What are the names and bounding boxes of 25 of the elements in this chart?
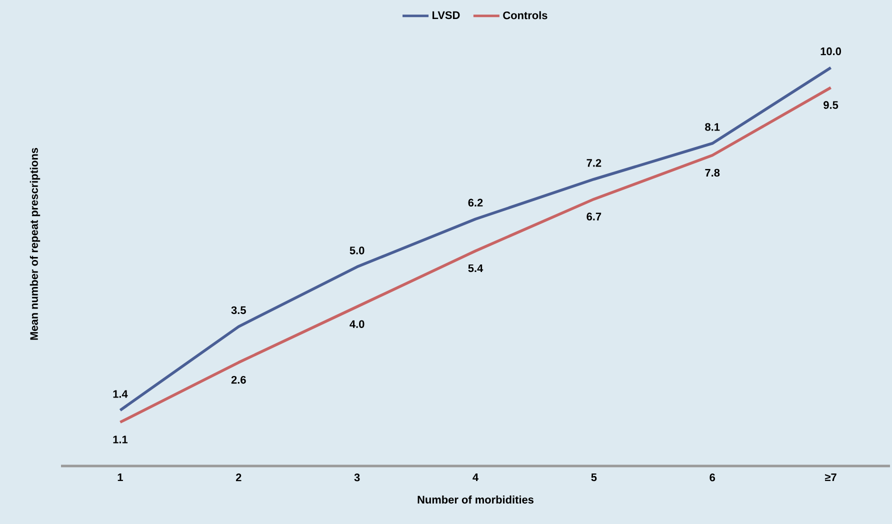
data-label: 9.5 — [824, 101, 838, 109]
data-label: 4.0 — [350, 320, 364, 328]
legend-label: Controls — [503, 11, 548, 20]
x-tick-label: ≥7 — [825, 474, 836, 482]
data-label: 1.4 — [113, 390, 128, 398]
data-label: 5.0 — [350, 246, 364, 254]
y-axis-title: Mean number of repeat prescriptions — [30, 148, 40, 340]
data-label: 1.1 — [113, 436, 128, 444]
data-label: 2.6 — [231, 376, 246, 384]
x-tick-label: 2 — [236, 474, 242, 482]
data-label: 7.8 — [705, 168, 720, 177]
data-label: 6.7 — [586, 212, 602, 220]
data-label: 8.1 — [705, 123, 720, 131]
data-label: 10.0 — [820, 47, 841, 56]
x-tick-label: 6 — [710, 474, 716, 482]
x-axis-title: Number of morbidities — [418, 496, 534, 504]
data-label: 7.2 — [586, 159, 602, 167]
x-tick-label: 3 — [354, 474, 360, 482]
x-tick-label: 5 — [591, 474, 597, 482]
x-tick-label: 4 — [472, 474, 478, 482]
legend-label: LVSD — [432, 11, 460, 20]
data-label: 3.5 — [231, 306, 246, 314]
data-label: 6.2 — [468, 198, 483, 207]
data-label: 5.4 — [468, 264, 484, 272]
x-tick-label: 1 — [118, 474, 123, 482]
